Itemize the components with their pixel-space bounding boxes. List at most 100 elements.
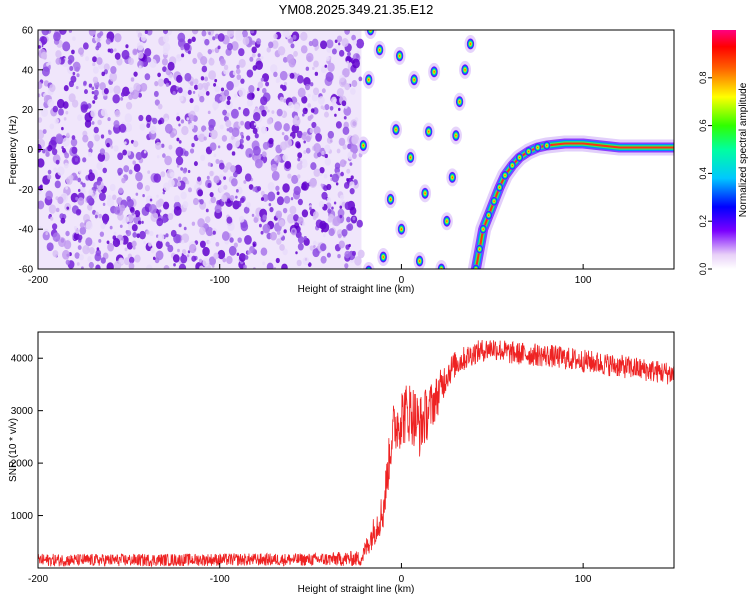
noise-speck: [318, 200, 325, 208]
noise-speck: [185, 180, 190, 185]
noise-speck: [176, 164, 180, 168]
noise-speck: [93, 126, 99, 134]
noise-speck: [305, 83, 311, 91]
noise-speck: [38, 185, 43, 191]
noise-speck: [180, 167, 184, 171]
noise-speck: [96, 179, 102, 186]
noise-speck: [106, 240, 110, 245]
noise-speck: [109, 225, 113, 230]
noise-speck: [327, 130, 334, 139]
noise-speck: [173, 195, 180, 203]
noise-speck: [201, 30, 207, 37]
noise-speck: [108, 129, 111, 133]
noise-speck: [167, 212, 174, 221]
noise-speck: [114, 110, 121, 118]
noise-speck: [295, 251, 298, 255]
noise-speck: [55, 159, 60, 165]
noise-speck: [59, 30, 67, 35]
curve-segment: [508, 160, 517, 171]
noise-speck: [146, 30, 153, 36]
noise-speck: [117, 152, 124, 161]
noise-speck: [128, 256, 135, 264]
noise-speck: [177, 181, 182, 187]
aliased-blob: [466, 37, 475, 50]
aliased-blob: [406, 151, 415, 164]
noise-speck: [201, 65, 208, 73]
noise-speck: [126, 150, 132, 156]
noise-speck: [297, 216, 304, 225]
noise-speck: [257, 81, 264, 89]
noise-speck: [149, 230, 154, 237]
noise-speck: [187, 50, 191, 55]
noise-speck: [163, 265, 170, 269]
noise-speck: [225, 119, 232, 128]
noise-speck: [293, 50, 298, 57]
noise-speck: [137, 220, 142, 225]
noise-speck: [38, 143, 42, 153]
noise-speck: [339, 194, 345, 200]
noise-speck: [260, 77, 264, 82]
noise-speck: [85, 56, 90, 62]
noise-speck: [132, 48, 138, 56]
noise-speck: [128, 169, 133, 175]
noise-speck: [113, 48, 117, 52]
noise-speck: [131, 240, 137, 247]
noise-speck: [260, 230, 264, 235]
noise-speck: [235, 31, 243, 42]
noise-speck: [52, 250, 59, 258]
noise-speck: [343, 106, 352, 116]
noise-speck: [232, 77, 240, 88]
noise-speck: [55, 50, 62, 58]
noise-speck: [309, 245, 315, 251]
noise-speck: [246, 93, 253, 100]
noise-speck: [175, 54, 182, 62]
noise-speck: [309, 114, 314, 119]
noise-speck: [328, 228, 335, 237]
noise-speck: [343, 182, 350, 189]
curve-segment: [490, 196, 499, 207]
noise-speck: [204, 76, 209, 82]
noise-speck: [41, 30, 50, 36]
noise-speck: [75, 66, 80, 72]
noise-speck: [331, 206, 334, 210]
noise-speck: [133, 163, 141, 173]
y-tick-label: -20: [19, 185, 34, 196]
noise-speck: [134, 254, 141, 263]
noise-speck: [221, 194, 227, 203]
noise-speck: [143, 150, 147, 154]
noise-speck: [144, 30, 148, 35]
noise-speck: [327, 62, 335, 72]
noise-speck: [267, 109, 270, 113]
noise-speck: [178, 140, 182, 144]
noise-speck: [92, 66, 99, 74]
noise-speck: [336, 88, 344, 98]
noise-speck: [176, 116, 181, 122]
noise-speck: [339, 214, 343, 219]
noise-speck: [243, 206, 250, 214]
noise-speck: [276, 238, 282, 245]
noise-speck: [142, 194, 145, 198]
noise-speck: [131, 89, 139, 100]
noise-speck: [106, 197, 115, 207]
noise-speck: [262, 87, 267, 94]
noise-speck: [193, 104, 200, 113]
noise-speck: [331, 96, 337, 104]
noise-speck: [150, 212, 159, 223]
noise-speck: [303, 76, 311, 87]
noise-speck: [269, 231, 277, 241]
noise-speck: [53, 31, 61, 42]
noise-speck: [167, 61, 175, 71]
noise-speck: [352, 216, 356, 221]
noise-speck: [213, 83, 217, 87]
noise-speck: [350, 119, 358, 128]
noise-speck: [71, 49, 75, 55]
noise-speck: [86, 195, 93, 204]
noise-speck: [236, 200, 242, 208]
noise-speck: [312, 87, 320, 96]
noise-speck: [61, 147, 66, 154]
noise-speck: [312, 248, 320, 258]
noise-speck: [309, 82, 314, 87]
noise-speck: [153, 173, 162, 183]
noise-speck: [72, 71, 76, 76]
noise-speck: [75, 209, 81, 216]
